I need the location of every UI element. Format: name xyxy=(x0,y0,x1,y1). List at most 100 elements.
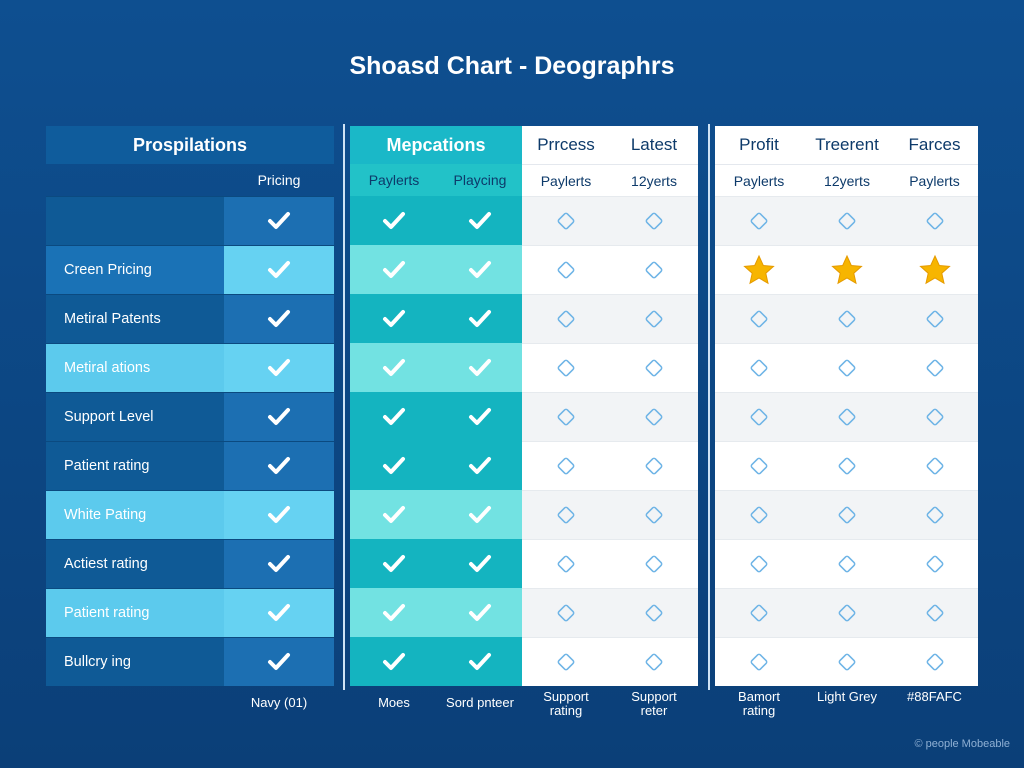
diamond-icon xyxy=(522,539,610,588)
diamond-icon xyxy=(715,441,803,490)
diamond-icon xyxy=(803,588,891,637)
check-icon xyxy=(438,343,522,392)
diamond-icon xyxy=(522,637,610,686)
table-cell xyxy=(522,196,610,245)
diamond-icon xyxy=(522,294,610,343)
column-subheader: Paylerts xyxy=(522,164,610,196)
check-icon xyxy=(438,539,522,588)
star-icon xyxy=(715,245,803,294)
table-cell xyxy=(803,441,891,490)
table-cell xyxy=(715,539,803,588)
column-subheader: Paylerts xyxy=(368,172,420,188)
column-subheader: 12yerts xyxy=(803,164,891,196)
diamond-icon xyxy=(803,539,891,588)
check-icon xyxy=(350,490,438,539)
diamond-icon xyxy=(891,490,978,539)
check-icon xyxy=(224,245,334,294)
check-icon xyxy=(438,196,522,245)
panel-header-band xyxy=(715,126,978,196)
table-cell xyxy=(891,637,978,686)
table-cell xyxy=(610,245,698,294)
diamond-icon xyxy=(891,196,978,245)
check-icon xyxy=(438,245,522,294)
star-icon xyxy=(891,245,978,294)
diamond-icon xyxy=(522,343,610,392)
diamond-icon xyxy=(610,588,698,637)
row-label-cell: Creen Pricing xyxy=(46,245,224,294)
table-cell xyxy=(803,539,891,588)
diamond-icon xyxy=(803,637,891,686)
check-icon xyxy=(224,196,334,245)
table-cell xyxy=(522,539,610,588)
check-icon xyxy=(224,637,334,686)
diamond-icon xyxy=(891,637,978,686)
row-label-cell: Metiral ations xyxy=(46,343,224,392)
row-label-cell: Patient rating xyxy=(46,441,224,490)
check-icon xyxy=(224,588,334,637)
column-header: Farces xyxy=(908,135,961,154)
diamond-icon xyxy=(522,588,610,637)
check-icon xyxy=(438,490,522,539)
table-cell xyxy=(891,539,978,588)
panel-header: Prospilations xyxy=(46,126,334,164)
table-cell xyxy=(522,392,610,441)
check-icon xyxy=(224,539,334,588)
table-cell xyxy=(610,441,698,490)
table-cell xyxy=(610,294,698,343)
diamond-icon xyxy=(610,392,698,441)
row-label-cell: Bullcry ing xyxy=(46,637,224,686)
column-footer: Sord pnteer xyxy=(446,694,514,710)
diamond-icon xyxy=(610,294,698,343)
check-icon xyxy=(438,392,522,441)
table-cell xyxy=(891,343,978,392)
diamond-icon xyxy=(891,441,978,490)
column-footer: #88FAFC xyxy=(907,689,962,704)
table-cell xyxy=(891,588,978,637)
diamond-icon xyxy=(522,196,610,245)
table-cell xyxy=(715,196,803,245)
check-icon xyxy=(438,294,522,343)
check-icon xyxy=(224,441,334,490)
row-label-cell: Patient rating xyxy=(46,588,224,637)
row-label-cell: Actiest rating xyxy=(46,539,224,588)
table-cell xyxy=(522,245,610,294)
row-label-cell xyxy=(46,196,224,245)
subheader-band xyxy=(350,164,522,196)
column-subheader: Paylerts xyxy=(715,164,803,196)
check-icon xyxy=(438,588,522,637)
diamond-icon xyxy=(715,539,803,588)
column-subheader: Pricing xyxy=(257,172,301,188)
check-icon xyxy=(224,343,334,392)
column-header: Profit xyxy=(739,135,779,154)
table-cell xyxy=(715,343,803,392)
diamond-icon xyxy=(803,196,891,245)
column-subheader: Playcing xyxy=(453,172,507,188)
diamond-icon xyxy=(715,637,803,686)
column-footer: Support reter xyxy=(631,689,677,718)
table-cell xyxy=(891,490,978,539)
column-header: Treerent xyxy=(815,135,879,154)
table-cell xyxy=(891,196,978,245)
table-cell xyxy=(803,637,891,686)
row-label-cell: White Pating xyxy=(46,490,224,539)
check-icon xyxy=(350,539,438,588)
table-cell xyxy=(891,441,978,490)
check-icon xyxy=(224,490,334,539)
diamond-icon xyxy=(715,490,803,539)
diamond-icon xyxy=(715,294,803,343)
check-icon xyxy=(438,637,522,686)
check-icon xyxy=(350,343,438,392)
diamond-icon xyxy=(803,294,891,343)
diamond-icon xyxy=(610,245,698,294)
column-header: Prrcess xyxy=(537,135,595,154)
table-cell xyxy=(610,343,698,392)
column-subheader: 12yerts xyxy=(610,164,698,196)
table-cell xyxy=(891,392,978,441)
table-cell xyxy=(803,392,891,441)
check-icon xyxy=(350,196,438,245)
diamond-icon xyxy=(715,196,803,245)
table-cell xyxy=(715,637,803,686)
column-footer: Navy (01) xyxy=(250,694,308,710)
check-icon xyxy=(350,441,438,490)
column-footer: Light Grey xyxy=(817,689,877,704)
